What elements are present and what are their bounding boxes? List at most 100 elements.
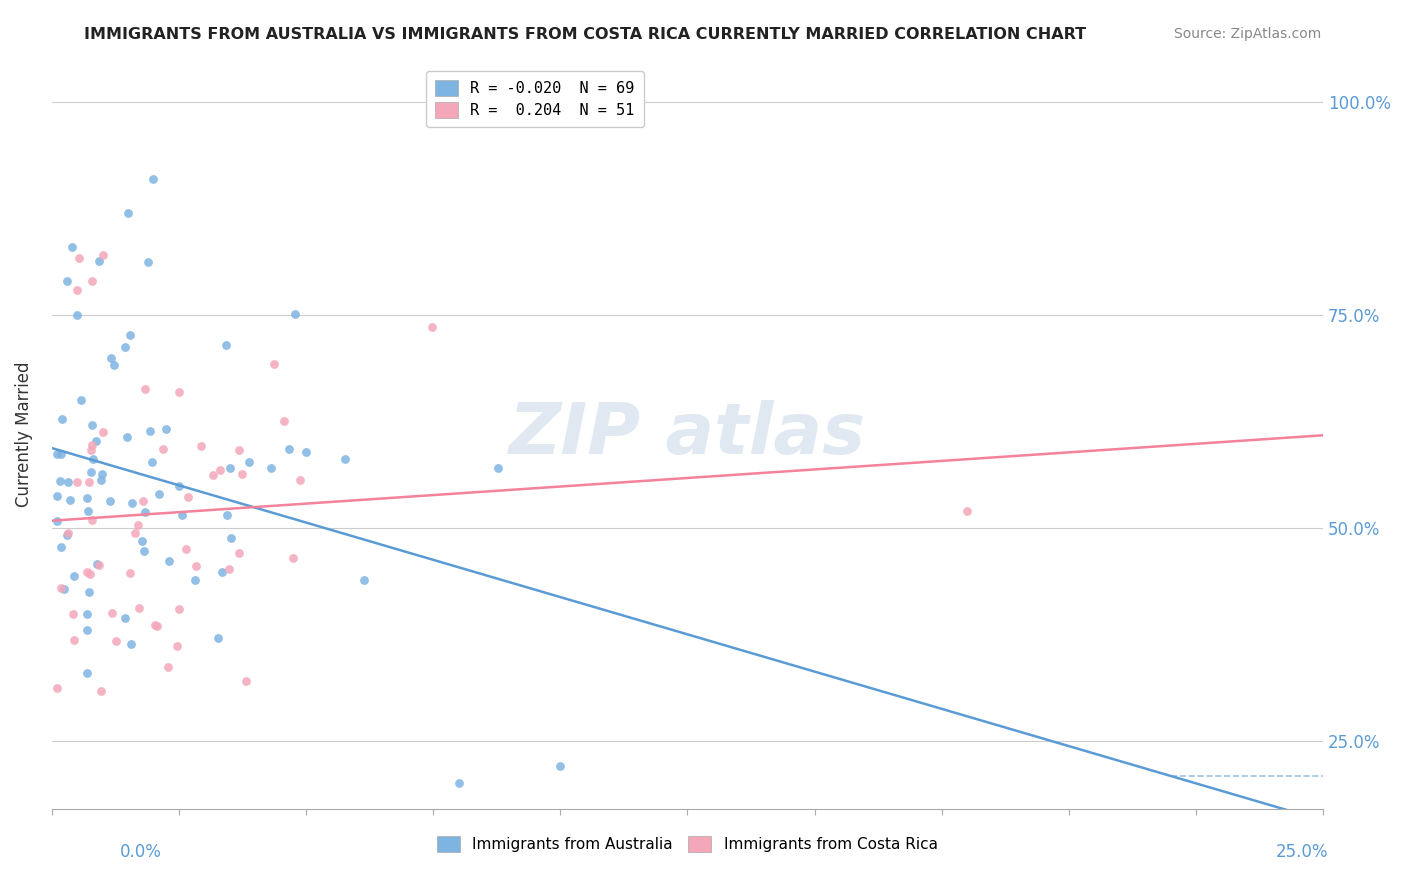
Point <box>218 461 240 475</box>
Point <box>91 467 114 482</box>
Point <box>488 460 510 475</box>
Point <box>66 283 89 297</box>
Point <box>167 602 190 616</box>
Point <box>170 508 193 523</box>
Point <box>353 573 375 587</box>
Point <box>124 525 146 540</box>
Point <box>335 451 357 466</box>
Point <box>134 505 156 519</box>
Point <box>60 240 83 254</box>
Point <box>63 632 86 647</box>
Point <box>174 541 197 556</box>
Point <box>211 565 233 579</box>
Point <box>53 582 76 597</box>
Point <box>420 319 443 334</box>
Point <box>84 434 107 449</box>
Point <box>89 683 111 698</box>
Point <box>190 440 212 454</box>
Point <box>295 445 318 459</box>
Point <box>235 673 257 688</box>
Point <box>128 600 150 615</box>
Point <box>63 568 86 582</box>
Point <box>80 417 103 432</box>
Point <box>79 567 101 582</box>
Point <box>284 307 307 321</box>
Text: ZIP atlas: ZIP atlas <box>509 400 866 469</box>
Point <box>156 660 179 674</box>
Point <box>152 442 174 456</box>
Point <box>76 491 98 505</box>
Point <box>100 351 122 365</box>
Point <box>76 607 98 621</box>
Point <box>66 308 89 322</box>
Point <box>166 639 188 653</box>
Point <box>231 467 253 482</box>
Point <box>86 557 108 571</box>
Point <box>62 607 84 621</box>
Text: 0.0%: 0.0% <box>120 843 162 861</box>
Point <box>45 447 67 461</box>
Point <box>134 382 156 396</box>
Point <box>51 411 73 425</box>
Point <box>76 623 98 637</box>
Point <box>956 504 979 518</box>
Point <box>167 384 190 399</box>
Point <box>121 496 143 510</box>
Point <box>76 665 98 680</box>
Legend: R = -0.020  N = 69, R =  0.204  N = 51: R = -0.020 N = 69, R = 0.204 N = 51 <box>426 71 644 128</box>
Point <box>101 606 124 620</box>
Point <box>82 438 104 452</box>
Point <box>118 327 141 342</box>
Point <box>131 533 153 548</box>
Point <box>120 566 142 580</box>
Point <box>141 454 163 468</box>
Point <box>49 447 72 461</box>
Point <box>219 531 242 545</box>
Point <box>283 550 305 565</box>
Point <box>45 681 67 695</box>
Point <box>207 631 229 645</box>
Point <box>104 633 127 648</box>
Point <box>114 610 136 624</box>
Point <box>169 479 191 493</box>
Point <box>56 274 79 288</box>
Point <box>120 637 142 651</box>
Point <box>77 503 100 517</box>
Point <box>186 559 208 574</box>
Point <box>79 443 101 458</box>
Point <box>103 358 125 372</box>
Point <box>56 528 79 542</box>
Point <box>45 514 67 528</box>
Point <box>148 487 170 501</box>
Point <box>82 274 104 288</box>
Point <box>238 455 260 469</box>
Point <box>90 473 112 487</box>
Text: IMMIGRANTS FROM AUSTRALIA VS IMMIGRANTS FROM COSTA RICA CURRENTLY MARRIED CORREL: IMMIGRANTS FROM AUSTRALIA VS IMMIGRANTS … <box>84 27 1087 42</box>
Point <box>80 465 103 479</box>
Point <box>115 430 138 444</box>
Point <box>66 475 89 489</box>
Point <box>155 422 177 436</box>
Point <box>77 585 100 599</box>
Text: Source: ZipAtlas.com: Source: ZipAtlas.com <box>1174 27 1322 41</box>
Point <box>228 546 250 560</box>
Point <box>136 255 159 269</box>
Point <box>134 544 156 558</box>
Point <box>59 493 82 508</box>
Point <box>209 463 232 477</box>
Point <box>117 206 139 220</box>
Point <box>82 452 104 467</box>
Point <box>91 248 114 262</box>
Point <box>215 508 238 523</box>
Point <box>277 442 299 457</box>
Point <box>127 517 149 532</box>
Point <box>51 541 73 555</box>
Point <box>263 357 285 371</box>
Point <box>177 490 200 504</box>
Point <box>273 414 295 428</box>
Point <box>45 489 67 503</box>
Point <box>87 558 110 573</box>
Point <box>98 493 121 508</box>
Point <box>288 473 311 487</box>
Point <box>89 254 111 268</box>
